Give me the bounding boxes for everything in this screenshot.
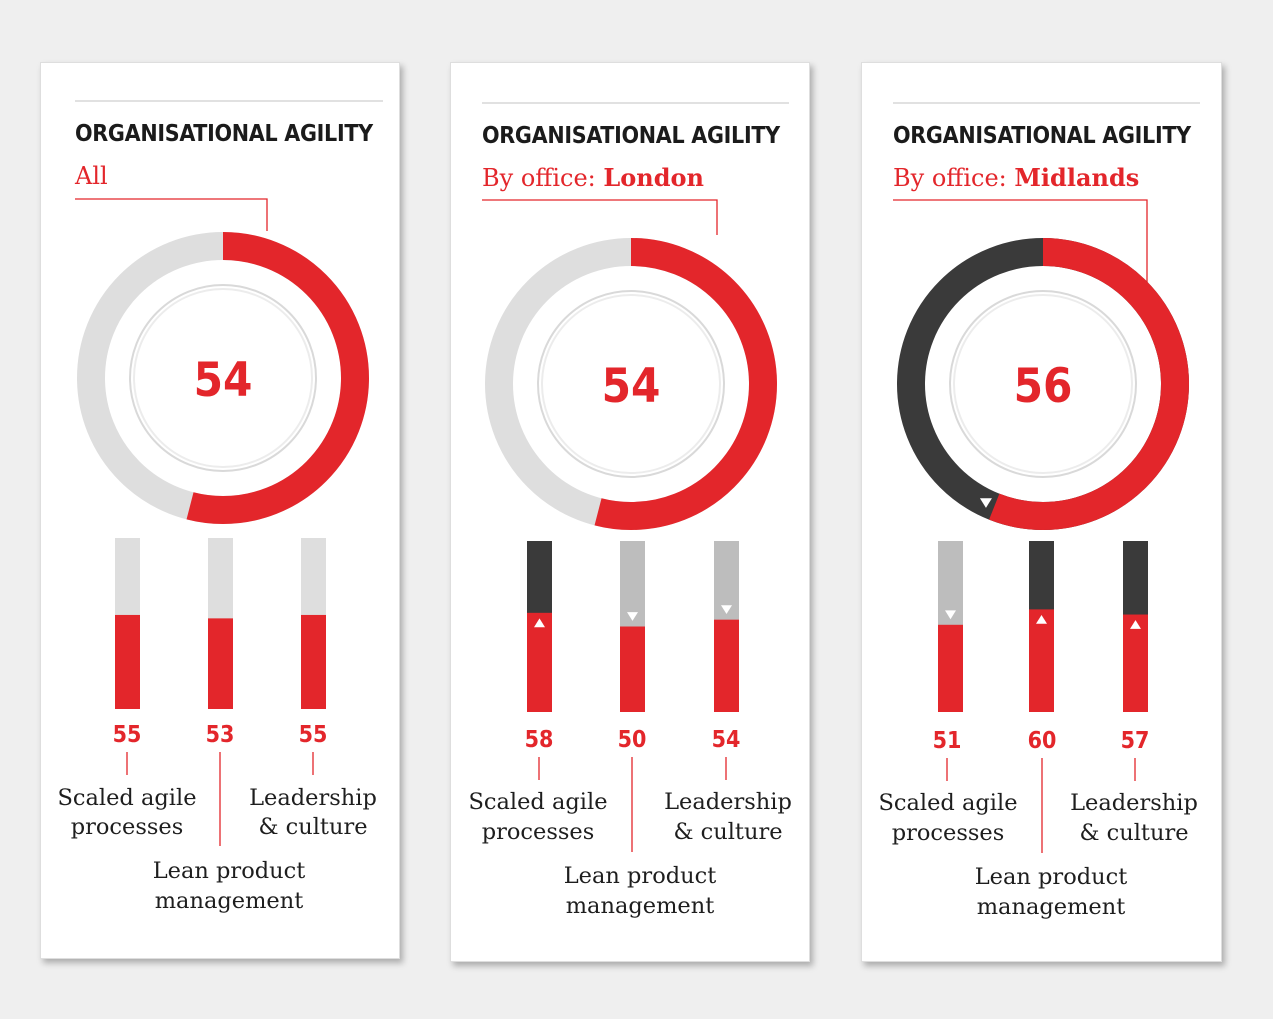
label-scaled-agile-line2: processes [71, 814, 184, 840]
bar-scaled-agile [115, 614, 140, 709]
label-lean-product-line1: Lean product [564, 863, 717, 889]
chart-title: ORGANISATIONAL AGILITY [482, 123, 781, 149]
value-leadership: 55 [299, 722, 328, 748]
donut-inner-outline [537, 290, 725, 478]
label-lean-product-line2: management [977, 894, 1126, 920]
label-leadership-line2: & culture [673, 819, 782, 845]
chart-card-london: ORGANISATIONAL AGILITY By office: London… [450, 62, 810, 962]
label-leadership-line1: Leadership [249, 785, 377, 811]
label-lean-product-line2: management [155, 888, 304, 914]
bar-lean-product [620, 626, 645, 712]
chart-title: ORGANISATIONAL AGILITY [75, 121, 374, 147]
subtitle-leader-line [75, 198, 268, 231]
bar-lean-product [1029, 609, 1054, 712]
subtitle-prefix: By office: [893, 164, 1014, 192]
chart-card-all: ORGANISATIONAL AGILITY All 54 55 53 55 S… [40, 62, 400, 959]
donut-value-arc [77, 232, 369, 524]
bar-marker-leadership [721, 605, 732, 615]
value-leadership: 54 [712, 727, 741, 753]
donut-change-marker [979, 498, 992, 508]
chart-svg: ORGANISATIONAL AGILITY By office: Midlan… [878, 102, 1200, 920]
chart-card-midlands: ORGANISATIONAL AGILITY By office: Midlan… [861, 62, 1222, 962]
value-lean-product: 50 [618, 727, 647, 753]
subtitle-name: Midlands [1014, 163, 1139, 192]
bar-marker-leadership [1130, 620, 1141, 629]
bar-leadership [714, 619, 739, 712]
donut-inner-outline [129, 284, 317, 472]
label-leadership-line1: Leadership [1070, 790, 1198, 816]
overall-score: 54 [602, 359, 661, 414]
label-leadership-line2: & culture [258, 814, 367, 840]
value-lean-product: 53 [206, 722, 235, 748]
chart-subtitle: By office: London [482, 163, 704, 192]
label-scaled-agile-line1: Scaled agile [878, 790, 1017, 816]
label-lean-product-line2: management [566, 893, 715, 919]
donut-value-arc [485, 238, 777, 530]
value-leadership: 57 [1121, 728, 1150, 754]
subtitle-leader-line [482, 199, 718, 235]
donut-value-arc [897, 238, 1189, 530]
chart-svg: ORGANISATIONAL AGILITY By office: London… [468, 102, 792, 919]
donut-inner-ring [133, 288, 313, 468]
donut-inner-ring [541, 294, 721, 474]
chart-subtitle: By office: Midlands [893, 163, 1139, 192]
bar-scaled-agile [938, 624, 963, 712]
label-lean-product-line1: Lean product [153, 858, 306, 884]
value-lean-product: 60 [1028, 728, 1057, 754]
label-scaled-agile-line2: processes [482, 819, 595, 845]
bar-marker-scaled-agile [945, 610, 956, 620]
bar-lean-product [208, 618, 233, 709]
chart-title: ORGANISATIONAL AGILITY [893, 123, 1192, 149]
bar-leadership [1123, 614, 1148, 712]
label-leadership-line2: & culture [1079, 820, 1188, 846]
label-leadership-line1: Leadership [664, 789, 792, 815]
subtitle-prefix: By office: [482, 164, 603, 192]
value-scaled-agile: 55 [113, 722, 142, 748]
chart-svg: ORGANISATIONAL AGILITY All 54 55 53 55 S… [57, 100, 383, 914]
subtitle-prefix: All [74, 162, 108, 190]
value-scaled-agile: 58 [525, 727, 554, 753]
overall-score: 56 [1014, 359, 1073, 414]
donut-inner-outline [949, 290, 1137, 478]
chart-subtitle: All [74, 162, 108, 190]
subtitle-leader-line [893, 199, 1148, 283]
bar-scaled-agile [527, 612, 552, 712]
value-scaled-agile: 51 [933, 728, 962, 754]
bar-leadership [301, 614, 326, 709]
donut-inner-ring [953, 294, 1133, 474]
bar-marker-lean-product [1036, 615, 1047, 624]
subtitle-name: London [603, 163, 704, 192]
overall-score: 54 [194, 353, 253, 408]
label-scaled-agile-line1: Scaled agile [468, 789, 607, 815]
bar-marker-lean-product [627, 612, 638, 621]
label-scaled-agile-line2: processes [892, 820, 1005, 846]
bar-marker-scaled-agile [534, 618, 545, 628]
label-scaled-agile-line1: Scaled agile [57, 785, 196, 811]
label-lean-product-line1: Lean product [975, 864, 1128, 890]
